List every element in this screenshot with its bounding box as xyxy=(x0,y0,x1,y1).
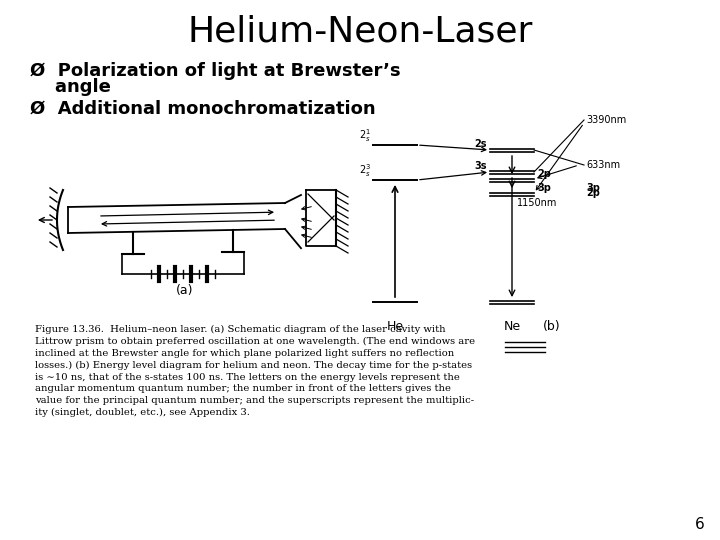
Text: Figure 13.36.  Helium–neon laser. (a) Schematic diagram of the laser cavity with: Figure 13.36. Helium–neon laser. (a) Sch… xyxy=(35,325,475,417)
Text: $2^3_s$: $2^3_s$ xyxy=(359,162,371,179)
Text: Ø  Additional monochromatization: Ø Additional monochromatization xyxy=(30,100,376,118)
Text: $2^1_s$: $2^1_s$ xyxy=(359,127,371,144)
Text: 6: 6 xyxy=(696,517,705,532)
Text: 2s: 2s xyxy=(474,139,487,149)
Text: 2p: 2p xyxy=(586,188,600,198)
Text: 3p: 3p xyxy=(537,183,551,193)
Text: 633nm: 633nm xyxy=(586,160,620,170)
Text: 3390nm: 3390nm xyxy=(586,115,626,125)
Text: 1150nm: 1150nm xyxy=(517,198,557,208)
Text: Ne: Ne xyxy=(503,320,521,333)
Text: Ø  Polarization of light at Brewster’s: Ø Polarization of light at Brewster’s xyxy=(30,62,400,80)
Text: (b): (b) xyxy=(543,320,561,333)
Text: 3s: 3s xyxy=(474,161,487,171)
Text: Helium-Neon-Laser: Helium-Neon-Laser xyxy=(187,15,533,49)
Text: (a): (a) xyxy=(176,284,194,297)
Text: 3p: 3p xyxy=(586,183,600,193)
Text: 2p: 2p xyxy=(537,169,551,179)
Text: He: He xyxy=(387,320,404,333)
Text: angle: angle xyxy=(30,78,111,96)
